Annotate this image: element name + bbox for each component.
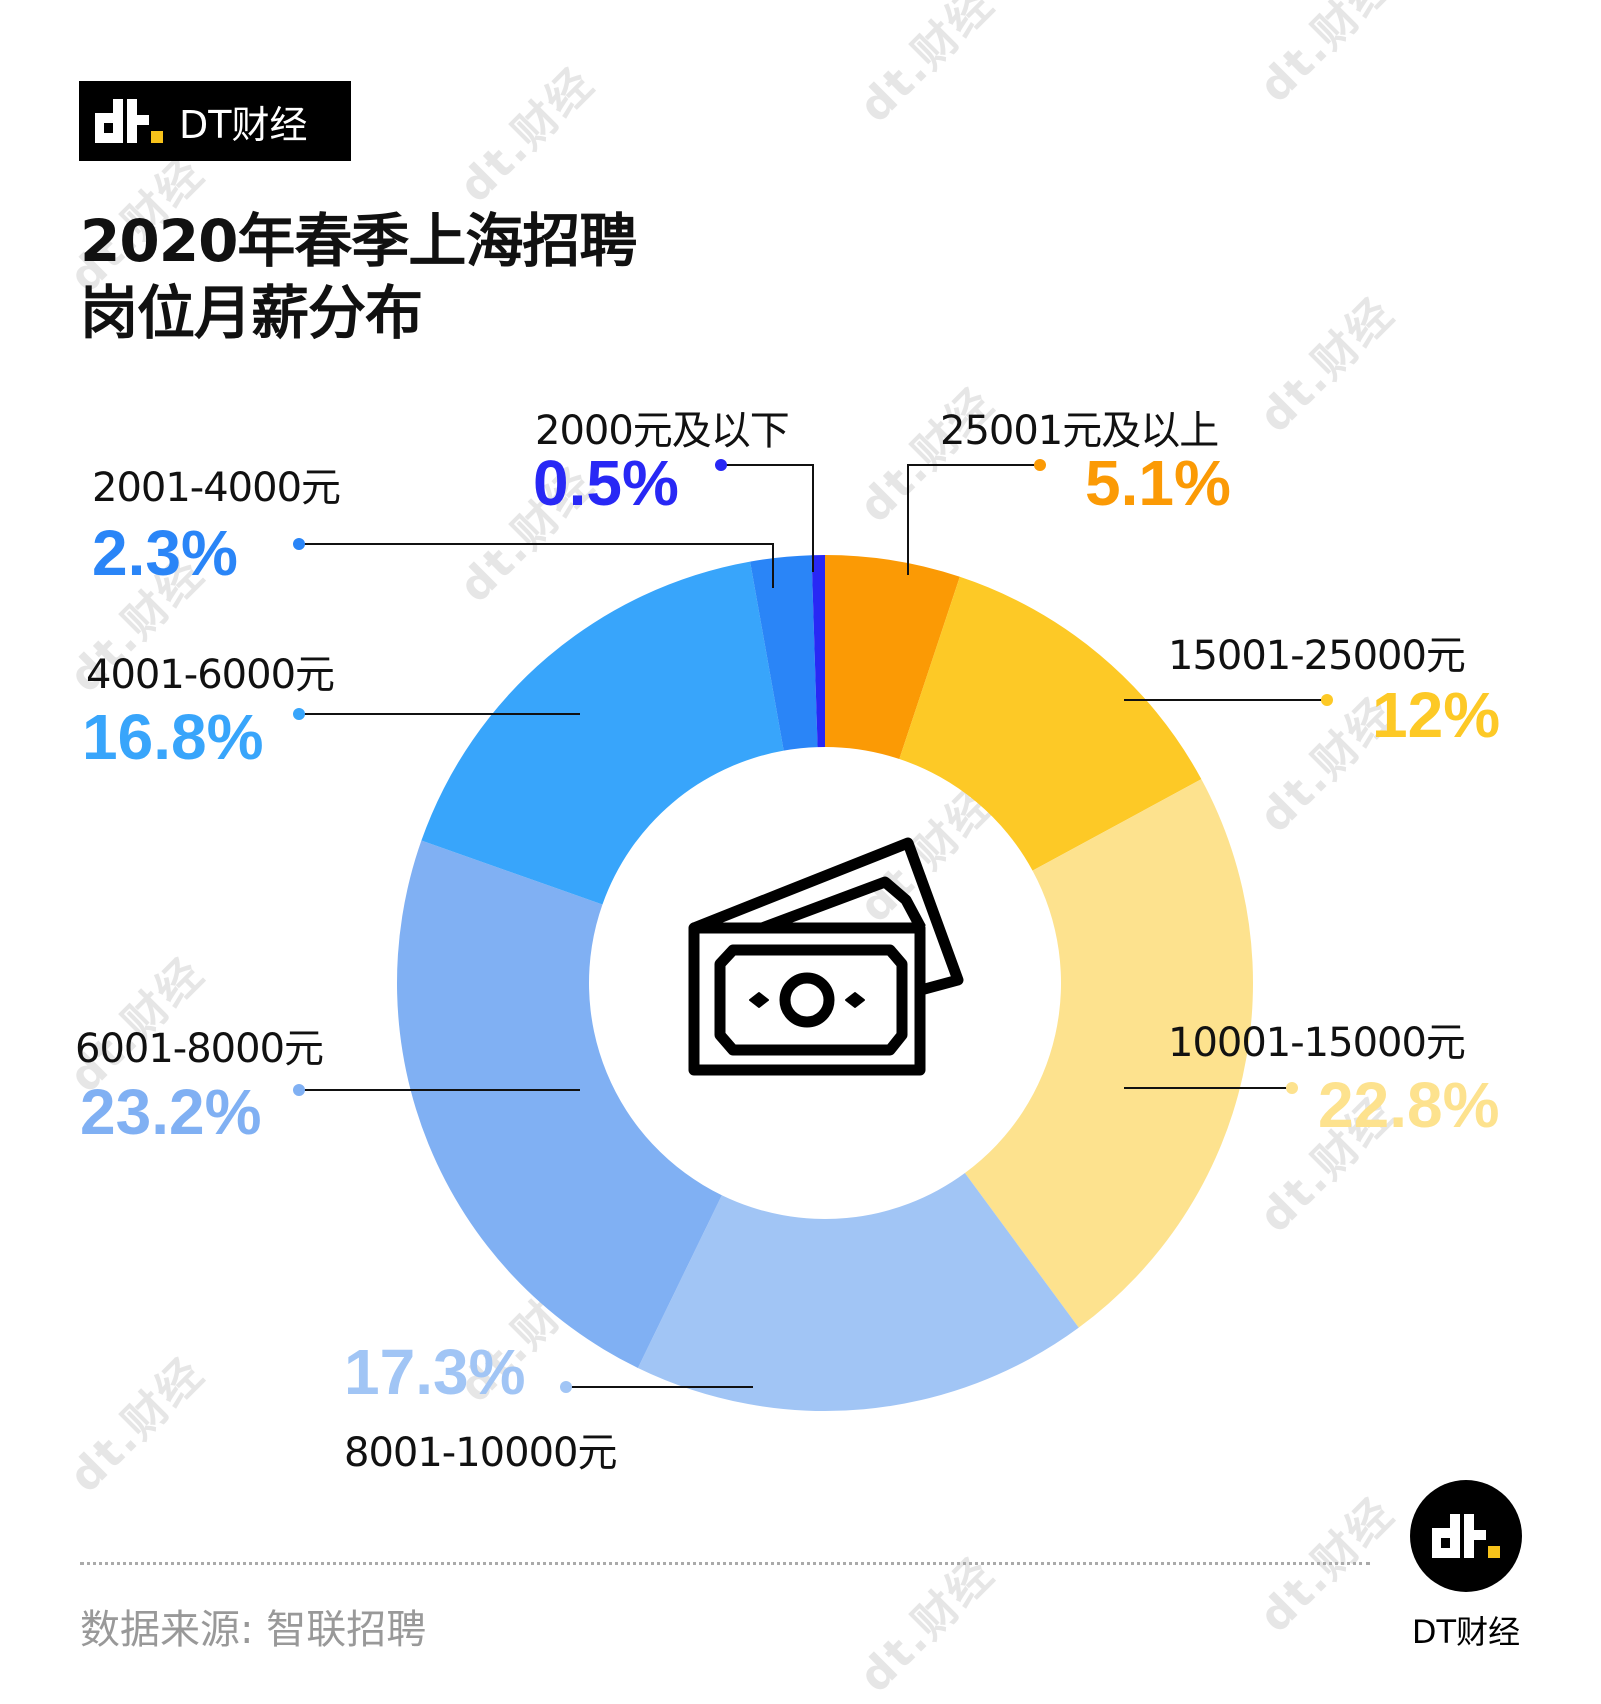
segment-percent: 16.8% [82, 701, 264, 773]
dt-logo-icon [1410, 1480, 1522, 1592]
data-source: 数据来源: 智联招聘 [80, 1607, 427, 1653]
segment-label: 4001-6000元 [86, 652, 335, 698]
brand-name: DT财经 [179, 102, 308, 147]
donut-segment [825, 555, 960, 760]
donut-segment [750, 555, 818, 751]
donut-segment [421, 561, 784, 905]
donut-segment [396, 840, 722, 1368]
segment-label: 25001元及以上 [940, 408, 1219, 454]
donut-segment [964, 779, 1253, 1328]
dt-logo-icon [95, 99, 163, 143]
donut-segment [637, 1173, 1079, 1411]
segment-label: 6001-8000元 [75, 1026, 324, 1072]
page-title: 2020年春季上海招聘 岗位月薪分布 [80, 205, 637, 349]
title-line-2: 岗位月薪分布 [80, 279, 423, 347]
segment-label: 2000元及以下 [535, 408, 790, 454]
money-bills-icon [688, 837, 964, 1076]
segment-label: 8001-10000元 [344, 1430, 617, 1476]
segment-percent: 12% [1372, 679, 1501, 751]
segment-label: 15001-25000元 [1168, 633, 1466, 679]
title-line-1: 2020年春季上海招聘 [80, 207, 637, 275]
segment-percent: 0.5% [533, 447, 679, 519]
footer-divider [80, 1562, 1370, 1565]
segment-percent: 5.1% [1085, 447, 1231, 519]
brand-header: DT财经 [79, 81, 351, 161]
donut-segment [811, 555, 825, 748]
segment-label: 10001-15000元 [1168, 1020, 1466, 1066]
leader-dots [293, 459, 1333, 1393]
segment-percent: 2.3% [92, 517, 238, 589]
segment-percent: 22.8% [1318, 1069, 1500, 1141]
leader-lines [299, 464, 1327, 1388]
segment-percent: 17.3% [344, 1336, 526, 1408]
donut-segment [899, 576, 1202, 871]
segment-label: 2001-4000元 [92, 465, 341, 511]
segment-percent: 23.2% [80, 1076, 262, 1148]
logo-caption: DT财经 [1411, 1613, 1521, 1651]
